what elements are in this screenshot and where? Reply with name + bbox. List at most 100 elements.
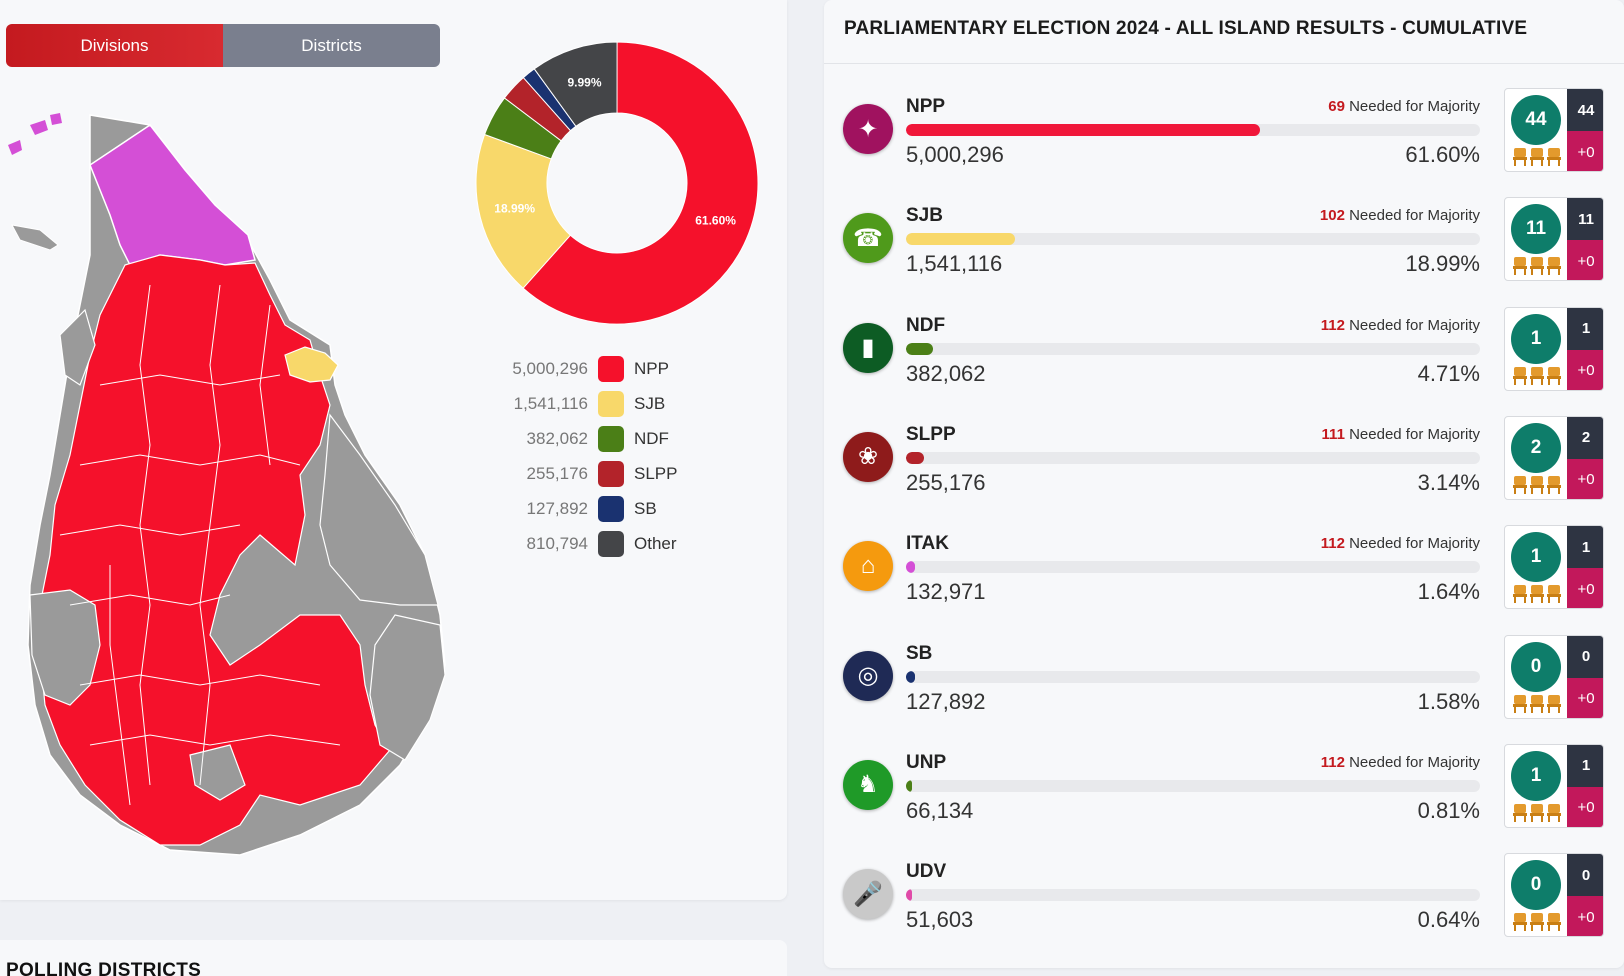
party-name: SB — [906, 642, 933, 664]
compass-icon: ✦ — [843, 104, 893, 154]
party-name: UDV — [906, 861, 947, 883]
chair-icon — [1513, 585, 1527, 608]
lotus-bud-icon: ❀ — [843, 431, 893, 482]
seats-box[interactable]: 0 0 +0 — [1504, 853, 1604, 938]
results-title: PARLIAMENTARY ELECTION 2024 - ALL ISLAND… — [844, 18, 1528, 39]
vote-share-bar-fill — [906, 451, 925, 464]
map-region-islands — [8, 113, 62, 155]
legend-label: SJB — [634, 393, 666, 413]
chair-icon — [1530, 366, 1544, 390]
seats-change: +0 — [1567, 131, 1603, 171]
legend-swatch — [598, 390, 624, 417]
party-votes: 382,062 — [906, 360, 986, 386]
seats-box[interactable]: 1 1 +0 — [1504, 743, 1604, 828]
legend-row-ndf: 382,062 NDF — [490, 421, 750, 456]
polling-districts-panel: POLLING DISTRICTS — [0, 940, 787, 976]
party-percent: 18.99% — [1405, 251, 1480, 277]
donut-slice-other[interactable] — [533, 41, 618, 128]
sri-lanka-map[interactable] — [0, 85, 450, 885]
seats-count: 2 — [1511, 422, 1561, 473]
seats-change: +0 — [1567, 786, 1603, 827]
legend-label: SLPP — [634, 463, 678, 483]
seats-box[interactable]: 1 1 +0 — [1504, 306, 1604, 391]
majority-needed-label: Needed for Majority — [1349, 535, 1480, 553]
seats-total: 2 — [1567, 416, 1603, 459]
party-votes: 51,603 — [906, 907, 974, 933]
seats-total: 0 — [1567, 854, 1603, 897]
majority-needed-count: 111 — [1321, 425, 1345, 443]
party-row-ndf[interactable]: ▮ NDF 112 Needed for Majority 382,062 4.… — [824, 306, 1624, 417]
chair-icon — [1547, 694, 1561, 718]
seats-box[interactable]: 44 44 +0 — [1504, 88, 1604, 172]
map-region-south-grey — [189, 744, 246, 801]
chair-icon — [1530, 803, 1544, 827]
party-row-udv[interactable]: 🎤 UDV 51,603 0.64% 0 0 +0 — [824, 853, 1624, 963]
map-region-north-west — [59, 308, 96, 386]
seats-box[interactable]: 1 1 +0 — [1504, 525, 1604, 610]
chair-icon — [1530, 694, 1544, 718]
party-row-itak[interactable]: ⌂ ITAK 112 Needed for Majority 132,971 1… — [824, 525, 1624, 635]
vote-share-bar — [906, 124, 1480, 136]
seats-box[interactable]: 0 0 +0 — [1504, 634, 1604, 719]
view-toggle: Divisions Districts — [6, 24, 440, 67]
chair-icon — [1513, 366, 1527, 390]
chair-icons — [1513, 148, 1561, 171]
seats-count: 0 — [1511, 860, 1561, 911]
party-name: NPP — [906, 96, 946, 117]
party-votes: 66,134 — [906, 797, 974, 823]
vote-share-bar-fill — [906, 342, 934, 355]
donut-label-npp: 61.60% — [695, 214, 736, 228]
party-name: NDF — [906, 314, 946, 336]
legend-row-sb: 127,892 SB — [490, 491, 750, 526]
vote-share-donut[interactable]: 61.60% 18.99% 9.99% — [468, 34, 766, 332]
party-row-slpp[interactable]: ❀ SLPP 111 Needed for Majority 255,176 3… — [824, 415, 1624, 526]
seats-change: +0 — [1567, 240, 1603, 281]
vote-share-bar-fill — [906, 124, 1260, 136]
party-percent: 61.60% — [1405, 142, 1480, 167]
seats-count: 11 — [1511, 204, 1561, 255]
majority-needed: 112 Needed for Majority — [1321, 317, 1480, 334]
seats-won: 0 — [1505, 854, 1567, 936]
chair-icon — [1547, 257, 1561, 280]
seats-total: 1 — [1567, 526, 1603, 569]
party-name: SJB — [906, 205, 943, 227]
seats-won: 1 — [1505, 745, 1567, 827]
party-percent: 4.71% — [1417, 360, 1480, 386]
party-name: ITAK — [906, 533, 949, 555]
donut-slice-npp[interactable] — [522, 41, 759, 325]
party-row-sjb[interactable]: ☎ SJB 102 Needed for Majority 1,541,116 … — [824, 197, 1624, 307]
party-name: SLPP — [906, 423, 956, 445]
party-row-sb[interactable]: ◎ SB 127,892 1.58% 0 0 +0 — [824, 634, 1624, 745]
seats-won: 2 — [1505, 417, 1567, 499]
house-icon: ⌂ — [843, 541, 893, 592]
districts-tab[interactable]: Districts — [223, 24, 440, 67]
map-panel: Divisions Districts — [0, 0, 787, 900]
chair-icon — [1547, 585, 1561, 608]
seats-count: 0 — [1511, 641, 1561, 692]
chair-icons — [1513, 366, 1561, 390]
vote-share-bar-fill — [906, 889, 912, 902]
party-row-npp[interactable]: ✦ NPP 69 Needed for Majority 5,000,296 6… — [824, 88, 1624, 198]
seats-box[interactable]: 11 11 +0 — [1504, 197, 1604, 282]
seats-change: +0 — [1567, 349, 1603, 390]
party-row-unp[interactable]: ♞ UNP 112 Needed for Majority 66,134 0.8… — [824, 743, 1624, 854]
seats-count: 1 — [1511, 532, 1561, 583]
donut-slice-sjb[interactable] — [475, 133, 572, 289]
seats-total: 0 — [1567, 635, 1603, 678]
chair-icons — [1513, 803, 1561, 827]
division-borders — [59, 284, 341, 806]
vote-share-bar — [906, 889, 1480, 902]
seats-count: 44 — [1511, 95, 1561, 145]
seats-box[interactable]: 2 2 +0 — [1504, 415, 1604, 500]
vote-share-bar-fill — [906, 779, 912, 792]
party-percent: 0.81% — [1417, 797, 1480, 823]
party-percent: 0.64% — [1417, 907, 1480, 933]
divisions-tab[interactable]: Divisions — [6, 24, 223, 67]
chair-icon — [1530, 257, 1544, 280]
majority-needed: 102 Needed for Majority — [1320, 207, 1480, 224]
party-name: UNP — [906, 751, 947, 773]
polling-districts-title: POLLING DISTRICTS — [6, 960, 202, 976]
vote-share-bar-fill — [906, 670, 916, 683]
legend-row-sjb: 1,541,116 SJB — [490, 386, 750, 421]
seats-total: 1 — [1567, 744, 1603, 787]
